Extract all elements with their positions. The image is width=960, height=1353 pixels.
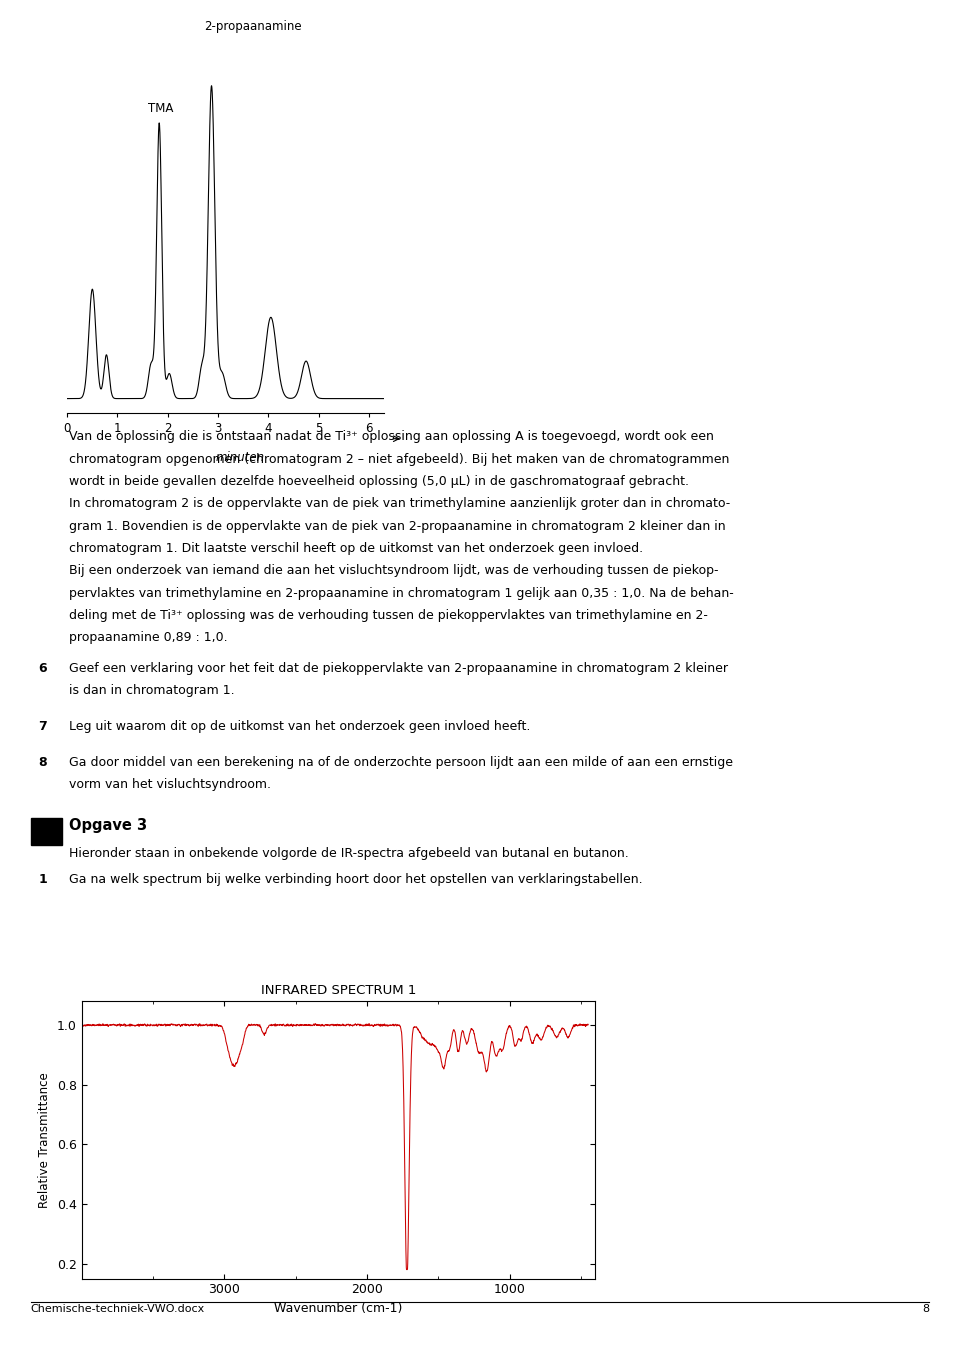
Y-axis label: Relative Transmittance: Relative Transmittance: [38, 1072, 51, 1208]
Text: deling met de Ti³⁺ oplossing was de verhouding tussen de piekoppervlaktes van tr: deling met de Ti³⁺ oplossing was de verh…: [69, 609, 708, 622]
Text: is dan in chromatogram 1.: is dan in chromatogram 1.: [69, 683, 235, 697]
Text: chromatogram 1. Dit laatste verschil heeft op de uitkomst van het onderzoek geen: chromatogram 1. Dit laatste verschil hee…: [69, 541, 643, 555]
Text: Opgave 3: Opgave 3: [69, 817, 147, 833]
Text: Leg uit waarom dit op de uitkomst van het onderzoek geen invloed heeft.: Leg uit waarom dit op de uitkomst van he…: [69, 720, 531, 733]
Title: INFRARED SPECTRUM 1: INFRARED SPECTRUM 1: [261, 984, 416, 997]
Text: Hieronder staan in onbekende volgorde de IR-spectra afgebeeld van butanal en but: Hieronder staan in onbekende volgorde de…: [69, 847, 629, 861]
Text: 8: 8: [923, 1304, 929, 1314]
Text: Van de oplossing die is ontstaan nadat de Ti³⁺ oplossing aan oplossing A is toeg: Van de oplossing die is ontstaan nadat d…: [69, 430, 714, 444]
Text: chromatogram opgenomen (chromatogram 2 – niet afgebeeld). Bij het maken van de c: chromatogram opgenomen (chromatogram 2 –…: [69, 452, 730, 465]
Text: 8: 8: [38, 755, 47, 769]
Text: gram 1. Bovendien is de oppervlakte van de piek van 2-propaanamine in chromatogr: gram 1. Bovendien is de oppervlakte van …: [69, 520, 726, 533]
Text: wordt in beide gevallen dezelfde hoeveelheid oplossing (5,0 μL) in de gaschromat: wordt in beide gevallen dezelfde hoeveel…: [69, 475, 689, 488]
Text: Geef een verklaring voor het feit dat de piekoppervlakte van 2-propaanamine in c: Geef een verklaring voor het feit dat de…: [69, 662, 728, 675]
Text: vorm van het visluchtsyndroom.: vorm van het visluchtsyndroom.: [69, 778, 271, 792]
Text: Ga door middel van een berekening na of de onderzochte persoon lijdt aan een mil: Ga door middel van een berekening na of …: [69, 755, 733, 769]
Text: TMA: TMA: [148, 101, 173, 115]
Text: 7: 7: [38, 720, 47, 733]
Text: Ga na welk spectrum bij welke verbinding hoort door het opstellen van verklaring: Ga na welk spectrum bij welke verbinding…: [69, 873, 643, 886]
Text: pervlaktes van trimethylamine en 2-propaanamine in chromatogram 1 gelijk aan 0,3: pervlaktes van trimethylamine en 2-propa…: [69, 586, 733, 599]
Text: 6: 6: [38, 662, 47, 675]
Text: minuten: minuten: [215, 451, 264, 464]
Text: 1: 1: [38, 873, 47, 886]
Bar: [31, 817, 62, 844]
X-axis label: Wavenumber (cm-1): Wavenumber (cm-1): [275, 1302, 402, 1315]
Text: In chromatogram 2 is de oppervlakte van de piek van trimethylamine aanzienlijk g: In chromatogram 2 is de oppervlakte van …: [69, 497, 731, 510]
Text: 2-propaanamine: 2-propaanamine: [204, 20, 301, 34]
Text: Bij een onderzoek van iemand die aan het visluchtsyndroom lijdt, was de verhoudi: Bij een onderzoek van iemand die aan het…: [69, 564, 719, 578]
Text: Chemische-techniek-VWO.docx: Chemische-techniek-VWO.docx: [31, 1304, 205, 1314]
Text: propaanamine 0,89 : 1,0.: propaanamine 0,89 : 1,0.: [69, 630, 228, 644]
